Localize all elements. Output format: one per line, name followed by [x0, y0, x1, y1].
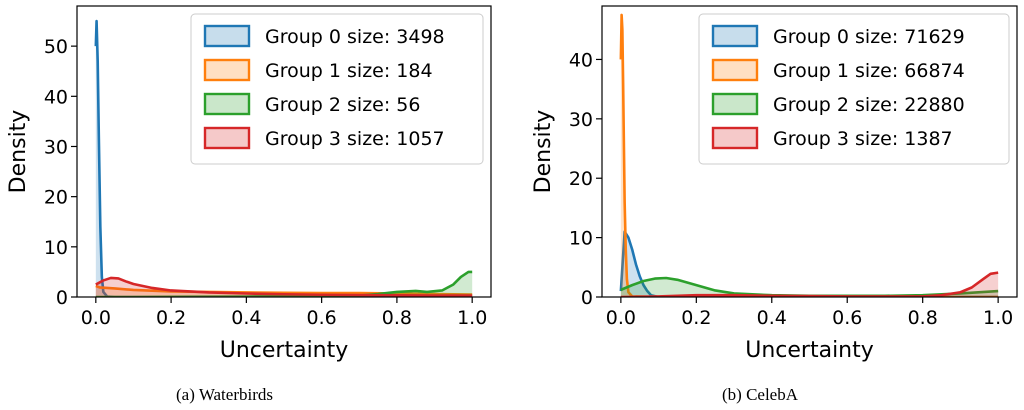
y-tick-label: 0	[56, 287, 68, 309]
y-tick-label: 30	[44, 136, 68, 158]
legend-label: Group 2 size: 56	[265, 94, 420, 116]
x-tick-label: 0.0	[606, 307, 636, 329]
y-tick-label: 10	[569, 228, 593, 250]
caption-b-label: (b)	[722, 385, 742, 404]
y-tick-label: 40	[569, 49, 593, 71]
x-tick-label: 0.6	[307, 307, 337, 329]
legend-label: Group 1 size: 66874	[773, 60, 965, 82]
x-tick-label: 0.2	[156, 307, 186, 329]
y-tick-label: 50	[44, 36, 68, 58]
series-area-3	[620, 272, 999, 297]
panel-a: 0.0 0.2 0.4 0.6 0.8 1.0 0 10 20 30 40 50 Uncertainty…	[6, 5, 492, 363]
x-tick-label: 0.0	[81, 307, 111, 329]
x-axis-label: Uncertainty	[220, 338, 349, 363]
legend-label: Group 3 size: 1057	[265, 128, 445, 150]
caption-b-text: CelebA	[746, 385, 799, 404]
y-tick-label: 20	[569, 168, 593, 190]
plot-area	[619, 13, 999, 297]
x-axis-label: Uncertainty	[745, 338, 874, 363]
legend-swatch	[711, 24, 759, 48]
legend-swatch	[203, 58, 251, 82]
caption-a: (a) Waterbirds	[176, 385, 273, 405]
series-area-2	[620, 278, 999, 297]
legend-swatch	[203, 24, 251, 48]
x-tick-label: 0.4	[757, 307, 787, 329]
axes-frame	[76, 5, 492, 298]
y-tick-label: 30	[569, 109, 593, 131]
y-axis-label: Density	[6, 110, 31, 194]
x-tick-label: 0.8	[908, 307, 938, 329]
x-tick-label: 0.6	[832, 307, 862, 329]
caption-a-text: Waterbirds	[198, 385, 273, 404]
legend-label: Group 0 size: 71629	[773, 26, 965, 48]
axes-frame	[601, 5, 1018, 298]
legend-label: Group 3 size: 1387	[773, 128, 953, 150]
y-axis-label: Density	[531, 110, 556, 194]
legend-label: Group 0 size: 3498	[265, 26, 445, 48]
legend: Group 0 size: 3498 Group 1 size: 184 Group…	[190, 13, 484, 165]
y-tick-label: 20	[44, 187, 68, 209]
x-tick-label: 0.2	[681, 307, 711, 329]
legend-label: Group 1 size: 184	[265, 60, 433, 82]
legend: Group 0 size: 71629 Group 1 size: 66874 Gr…	[698, 13, 1010, 165]
y-tick-label: 0	[581, 287, 593, 309]
series-line-3	[95, 276, 473, 297]
legend-box	[698, 13, 1010, 165]
caption-a-label: (a)	[176, 385, 195, 404]
legend-swatch	[203, 126, 251, 150]
x-tick-label: 1.0	[457, 307, 487, 329]
legend-swatch	[711, 126, 759, 150]
legend-swatch	[711, 92, 759, 116]
legend-box	[190, 13, 484, 165]
caption-b: (b) CelebA	[722, 385, 798, 405]
x-tick-label: 0.8	[382, 307, 412, 329]
x-tick-label: 1.0	[983, 307, 1013, 329]
x-tick-label: 0.4	[231, 307, 261, 329]
legend-label: Group 2 size: 22880	[773, 94, 965, 116]
y-tick-label: 10	[44, 237, 68, 259]
panel-b: 0.0 0.2 0.4 0.6 0.8 1.0 0 10 20 30 40 Uncertainty De…	[531, 5, 1018, 363]
legend-swatch	[711, 58, 759, 82]
y-tick-label: 40	[44, 86, 68, 108]
legend-swatch	[203, 92, 251, 116]
